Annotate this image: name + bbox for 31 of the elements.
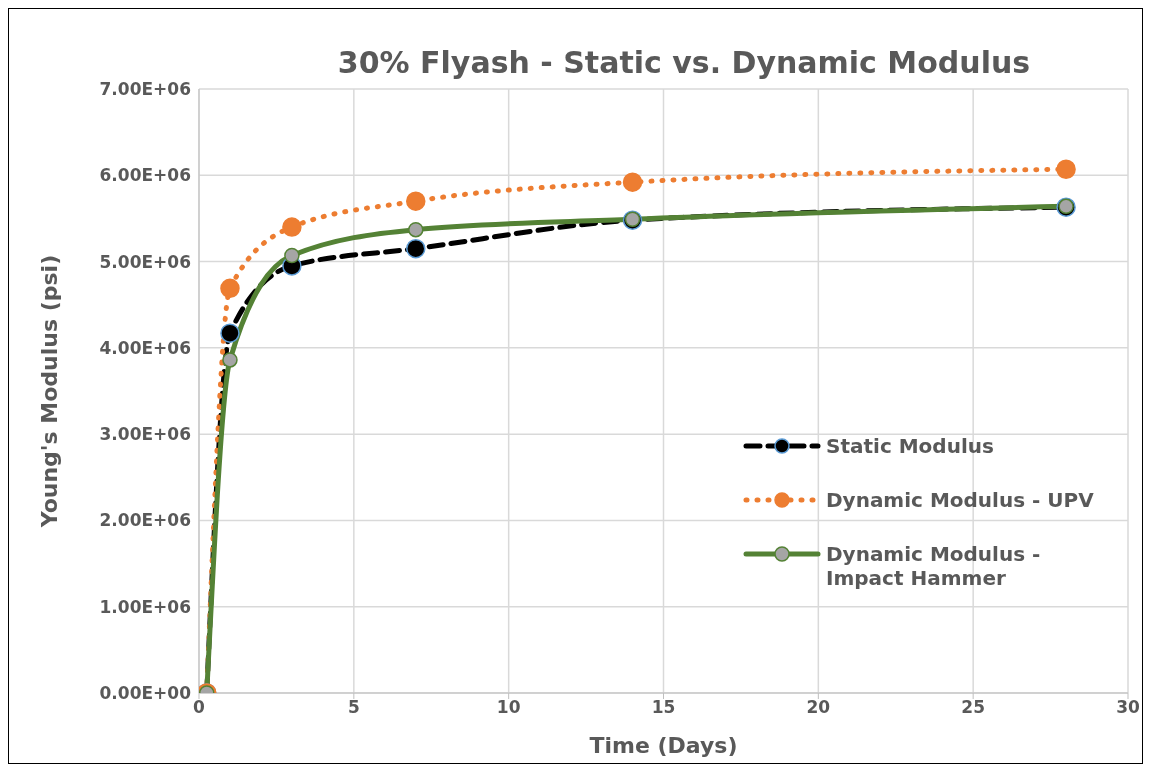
y-tick-label: 0.00E+00 (99, 683, 192, 704)
x-axis-title: Time (Days) (589, 733, 738, 758)
x-tick-label: 15 (651, 697, 676, 718)
legend-label: Dynamic Modulus - UPV (826, 488, 1094, 512)
x-tick-label: 0 (193, 697, 206, 718)
x-tick-label: 20 (806, 697, 831, 718)
legend-label: Static Modulus (826, 434, 994, 458)
y-tick-label: 1.00E+06 (99, 596, 191, 617)
y-tick-label: 3.00E+06 (99, 424, 191, 445)
y-tick-label: 4.00E+06 (99, 337, 191, 358)
x-tick-label: 25 (961, 697, 985, 718)
y-tick-label: 5.00E+06 (99, 251, 191, 272)
point (282, 217, 302, 237)
point (622, 172, 643, 192)
point (406, 191, 426, 211)
x-tick-label: 5 (347, 697, 360, 718)
point (222, 352, 238, 368)
chart-title: 30% Flyash - Static vs. Dynamic Modulus (336, 45, 1032, 80)
y-axis-title: Young's Modulus (psi) (36, 254, 62, 529)
point (408, 221, 424, 238)
x-tick-label: 30 (1116, 697, 1140, 718)
y-tick-label: 2.00E+06 (99, 510, 191, 531)
point (1056, 159, 1076, 179)
point (220, 323, 240, 343)
point (220, 278, 240, 299)
legend-label: Dynamic Modulus - Impact Hammer (826, 542, 1042, 590)
y-tick-label: 7.00E+06 (99, 79, 191, 100)
x-tick-label: 10 (496, 697, 521, 718)
y-tick-label: 6.00E+06 (99, 165, 191, 186)
point (406, 238, 426, 259)
point (284, 247, 300, 264)
